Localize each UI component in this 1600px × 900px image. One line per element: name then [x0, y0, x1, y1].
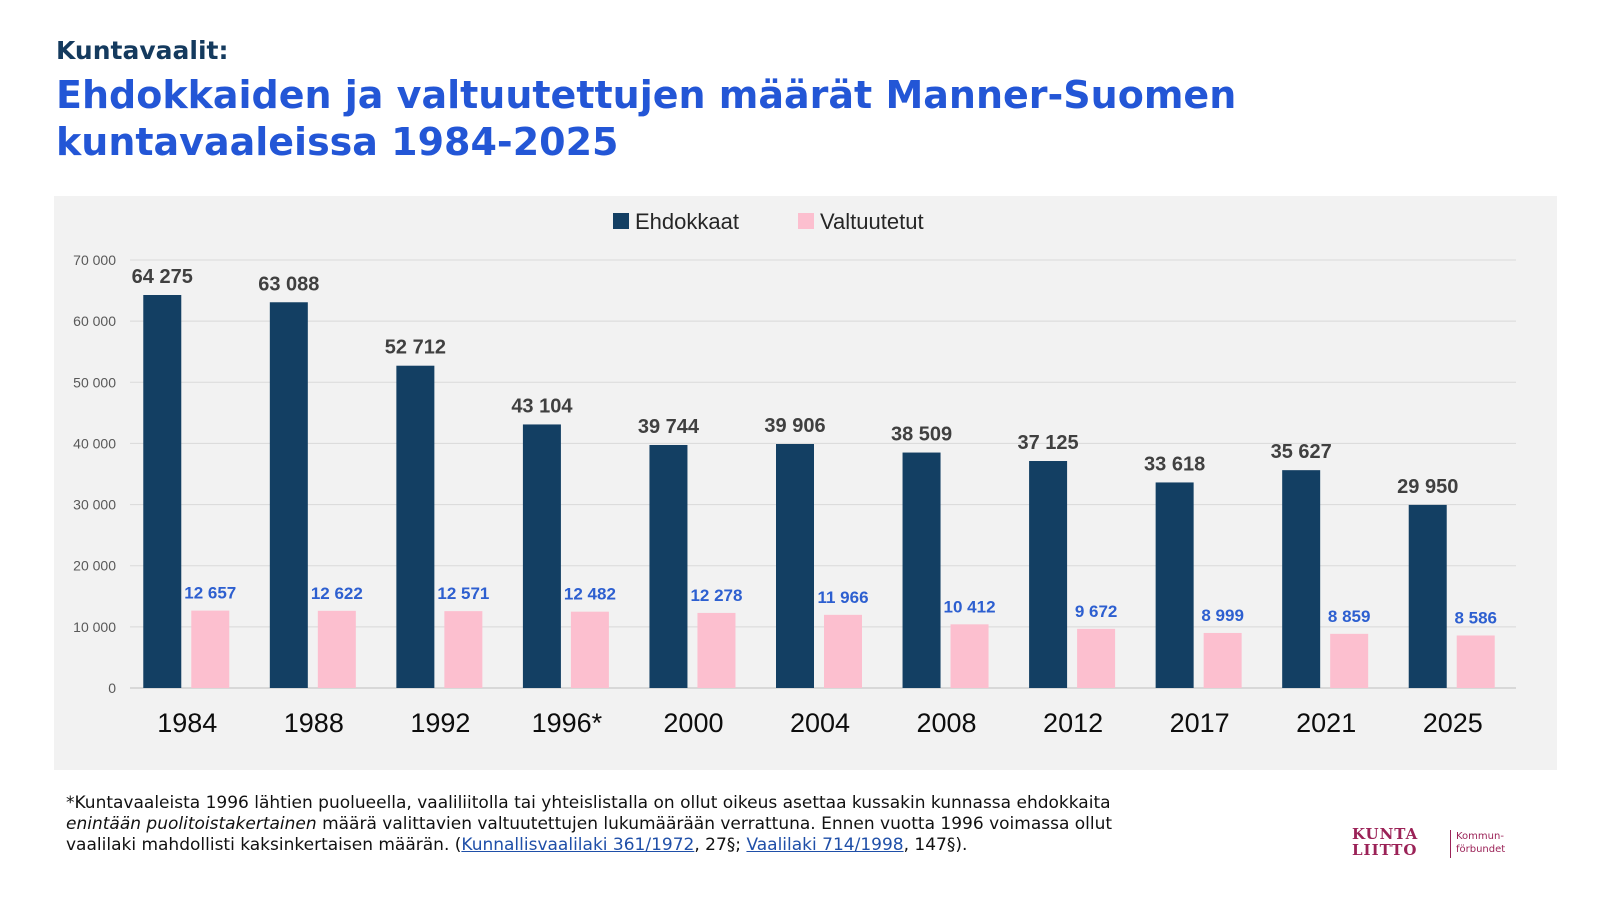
x-tick-label: 2000	[663, 708, 723, 738]
data-label-ehdokkaat: 63 088	[258, 273, 319, 295]
logo-sub-1: Kommun-	[1456, 831, 1504, 842]
footnote-mid: , 27§;	[694, 835, 747, 855]
data-label-valtuutetut: 11 966	[817, 588, 868, 607]
data-label-valtuutetut: 8 586	[1454, 609, 1497, 628]
bar-valtuutetut	[1330, 633, 1369, 688]
chart-panel: 0 10 000 20 000 30 000 40 000 50 000 60 000 70 …	[54, 196, 1557, 770]
x-tick-label: 1992	[410, 708, 470, 738]
bar-ehdokkaat	[396, 365, 435, 688]
legend-swatch-ehdokkaat	[613, 213, 629, 229]
kuntaliitto-logo: KUNTA LIITTO Kommun- förbundet	[1352, 826, 1542, 866]
x-tick-label: 2025	[1423, 708, 1483, 738]
data-label-ehdokkaat: 35 627	[1271, 441, 1332, 463]
data-label-valtuutetut: 12 482	[564, 585, 616, 604]
logo-subtitle: Kommun- förbundet	[1456, 830, 1505, 856]
footnote-line-3: vaalilaki mahdollisti kaksinkertaisen mä…	[66, 835, 462, 855]
x-tick-label: 1996*	[532, 708, 603, 738]
data-label-valtuutetut: 10 412	[944, 597, 996, 616]
link-vaalilaki[interactable]: Vaalilaki 714/1998	[746, 835, 904, 855]
y-tick-label: 20 000	[73, 558, 116, 574]
logo-line-1: KUNTA	[1352, 825, 1419, 843]
x-tick-label: 2012	[1043, 708, 1103, 738]
bar-valtuutetut	[1456, 635, 1495, 688]
x-tick-label: 1988	[284, 708, 344, 738]
data-label-ehdokkaat: 37 125	[1018, 432, 1079, 454]
chart-title: Ehdokkaiden ja valtuutettujen määrät Man…	[56, 73, 1237, 164]
bar-ehdokkaat	[143, 295, 182, 688]
x-tick-label: 1984	[157, 708, 217, 738]
data-label-valtuutetut: 12 657	[184, 584, 236, 603]
x-tick-label: 2008	[917, 708, 977, 738]
data-label-ehdokkaat: 64 275	[132, 266, 193, 288]
y-tick-label: 40 000	[73, 435, 116, 451]
x-tick-label: 2021	[1296, 708, 1356, 738]
bar-valtuutetut	[1203, 632, 1242, 688]
data-label-ehdokkaat: 39 906	[764, 415, 825, 437]
legend-label-ehdokkaat: Ehdokkaat	[635, 209, 739, 234]
bar-valtuutetut	[444, 611, 483, 688]
bar-ehdokkaat	[269, 302, 308, 688]
footnote-end: , 147§).	[903, 835, 968, 855]
footnote-emphasis: enintään puolitoistakertainen	[66, 814, 317, 834]
bar-ehdokkaat	[1282, 470, 1321, 688]
legend-swatch-valtuutetut	[798, 213, 814, 229]
bar-valtuutetut	[317, 610, 356, 688]
bar-valtuutetut	[191, 610, 230, 688]
bar-ehdokkaat	[902, 452, 941, 688]
x-tick-label: 2017	[1170, 708, 1230, 738]
y-tick-label: 60 000	[73, 313, 116, 329]
bar-ehdokkaat	[1408, 504, 1447, 688]
data-label-ehdokkaat: 33 618	[1144, 453, 1205, 475]
data-label-ehdokkaat: 52 712	[385, 337, 446, 359]
legend-label-valtuutetut: Valtuutetut	[820, 209, 924, 234]
bar-ehdokkaat	[649, 444, 688, 688]
bar-valtuutetut	[697, 612, 736, 688]
logo-line-2: LIITTO	[1352, 841, 1418, 859]
bar-ehdokkaat	[1029, 461, 1068, 688]
data-label-valtuutetut: 8 859	[1328, 607, 1371, 626]
data-label-ehdokkaat: 29 950	[1397, 476, 1458, 498]
bar-valtuutetut	[570, 611, 609, 688]
logo-separator	[1450, 830, 1451, 858]
data-label-valtuutetut: 8 999	[1201, 606, 1244, 625]
y-tick-label: 70 000	[73, 252, 116, 268]
bar-valtuutetut	[824, 614, 862, 688]
data-label-valtuutetut: 12 622	[311, 584, 363, 603]
logo-wordmark: KUNTA LIITTO	[1352, 826, 1418, 858]
y-tick-label: 30 000	[73, 497, 116, 513]
logo-sub-2: förbundet	[1456, 844, 1506, 855]
footnote-line-2: määrä valittavien valtuutettujen lukumää…	[316, 814, 1113, 834]
y-tick-label: 0	[108, 680, 116, 696]
bar-ehdokkaat	[776, 444, 814, 688]
y-tick-label: 50 000	[73, 374, 116, 390]
x-tick-label: 2004	[790, 708, 850, 738]
data-label-valtuutetut: 9 672	[1075, 602, 1118, 621]
chart-kicker: Kuntavaalit:	[56, 36, 229, 65]
data-label-valtuutetut: 12 571	[437, 584, 489, 603]
link-kunnallisvaalilaki[interactable]: Kunnallisvaalilaki 361/1972	[461, 835, 695, 855]
data-label-ehdokkaat: 43 104	[511, 395, 573, 417]
y-tick-label: 10 000	[73, 619, 116, 635]
bar-valtuutetut	[1077, 628, 1116, 688]
bar-ehdokkaat	[1155, 482, 1194, 688]
footnote: *Kuntavaaleista 1996 lähtien puolueella,…	[66, 793, 1366, 856]
bar-ehdokkaat	[522, 424, 561, 688]
data-label-ehdokkaat: 39 744	[638, 416, 700, 438]
footnote-line-1: *Kuntavaaleista 1996 lähtien puolueella,…	[66, 793, 1111, 813]
bar-chart: 0 10 000 20 000 30 000 40 000 50 000 60 000 70 …	[73, 209, 1516, 738]
bar-valtuutetut	[950, 624, 989, 688]
data-label-ehdokkaat: 38 509	[891, 424, 952, 446]
data-label-valtuutetut: 12 278	[690, 586, 742, 605]
